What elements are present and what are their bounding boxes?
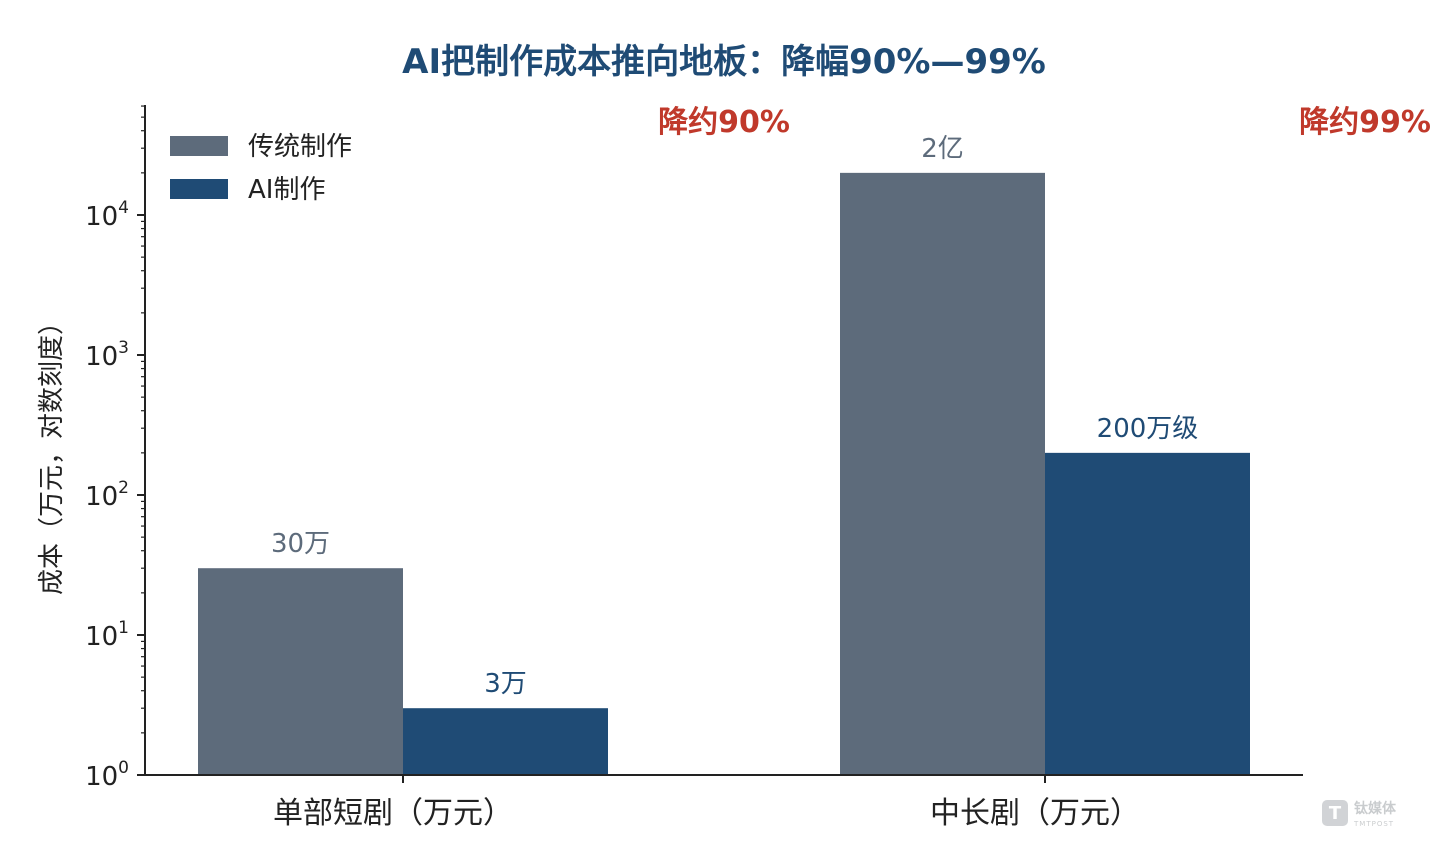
bar-ai-1: [1045, 452, 1250, 775]
data-label: 30万: [271, 529, 330, 559]
bars-layer: [198, 172, 1250, 775]
bar-traditional-1: [840, 172, 1045, 775]
y-tick-label: 103: [85, 338, 129, 372]
y-tick-label: 101: [85, 618, 129, 652]
legend: 传统制作 AI制作: [170, 132, 352, 205]
bar-traditional-0: [198, 568, 403, 775]
watermark-logo-icon: T: [1322, 800, 1348, 826]
y-tick-label: 102: [85, 478, 129, 512]
watermark-text: 钛媒体: [1354, 801, 1396, 817]
reduction-annotation: 降约99%: [1299, 105, 1431, 140]
legend-swatch: [170, 136, 228, 156]
y-tick-label: 100: [85, 758, 129, 792]
bar-ai-0: [403, 708, 608, 775]
reduction-annotation: 降约90%: [658, 105, 790, 140]
legend-label: 传统制作: [248, 132, 352, 162]
data-label: 2亿: [921, 134, 964, 164]
axes-layer: 100 101 102 103 104 单部短剧（万元） 中长剧（万元）: [85, 105, 1303, 831]
chart-title: AI把制作成本推向地板：降幅90%—99%: [402, 42, 1046, 82]
watermark-subtext: TMTPOST: [1354, 820, 1395, 828]
legend-swatch: [170, 179, 228, 199]
watermark: T 钛媒体 TMTPOST: [1322, 796, 1412, 830]
data-label: 3万: [484, 669, 527, 699]
data-label: 200万级: [1097, 414, 1199, 444]
labels-layer: 30万 2亿 3万 200万级 降约90% 降约99%: [271, 105, 1431, 699]
y-axis-title: 成本（万元，对数刻度）: [37, 309, 67, 595]
x-tick-label: 中长剧（万元）: [930, 796, 1140, 831]
legend-label: AI制作: [248, 175, 325, 205]
x-tick-label: 单部短剧（万元）: [273, 796, 513, 831]
y-tick-label: 104: [85, 198, 129, 232]
